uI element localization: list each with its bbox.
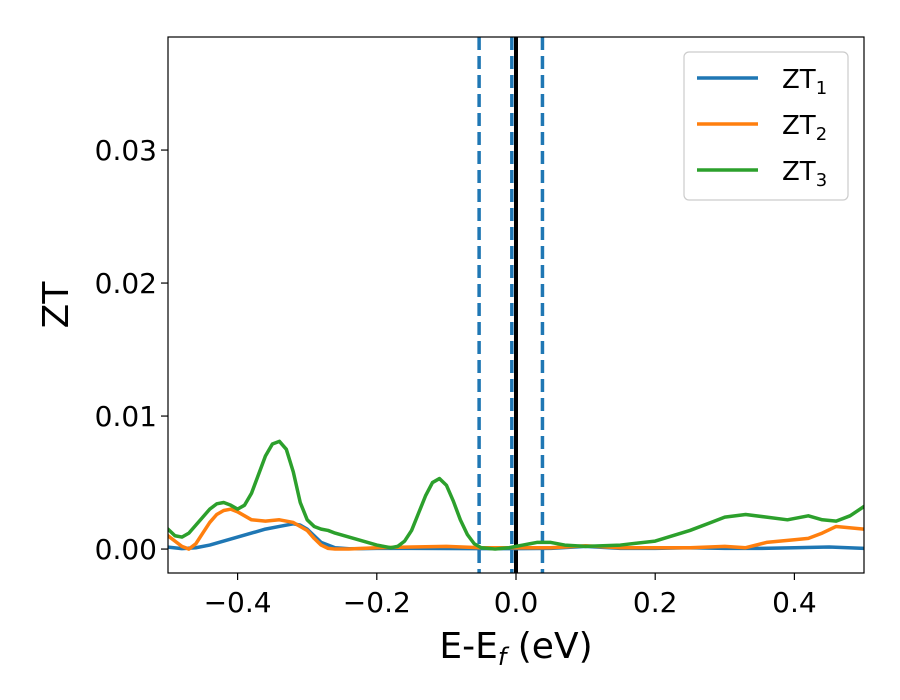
y-tick-label: 0.01	[95, 400, 157, 433]
y-axis-label: ZT	[36, 281, 77, 329]
legend-entry-zt2: ZT2	[782, 111, 827, 145]
x-axis-label-unit: (eV)	[506, 626, 592, 667]
x-axis-label: E-Ef (eV)	[439, 626, 592, 671]
y-tick-label: 0.02	[95, 267, 157, 300]
series-lines	[168, 439, 864, 551]
x-tick-label: −0.4	[204, 586, 272, 619]
legend-entry-zt3: ZT3	[782, 157, 827, 191]
legend: ZT1 ZT2 ZT3	[683, 51, 849, 201]
y-tick-label: 0.00	[95, 533, 157, 566]
series-line-zt3	[168, 439, 864, 551]
y-axis-ticks: 0.00 0.01 0.02 0.03	[95, 134, 168, 566]
series-line-zt2	[168, 507, 864, 551]
x-axis-ticks: −0.4 −0.2 0.0 0.2 0.4	[204, 573, 817, 619]
legend-box	[683, 51, 849, 201]
x-tick-label: −0.2	[343, 586, 411, 619]
reference-lines	[477, 37, 545, 573]
x-tick-label: 0.0	[494, 586, 539, 619]
legend-entry-zt1: ZT1	[782, 65, 827, 99]
x-tick-label: 0.2	[633, 586, 678, 619]
y-tick-label: 0.03	[95, 134, 157, 167]
x-tick-label: 0.4	[772, 586, 817, 619]
